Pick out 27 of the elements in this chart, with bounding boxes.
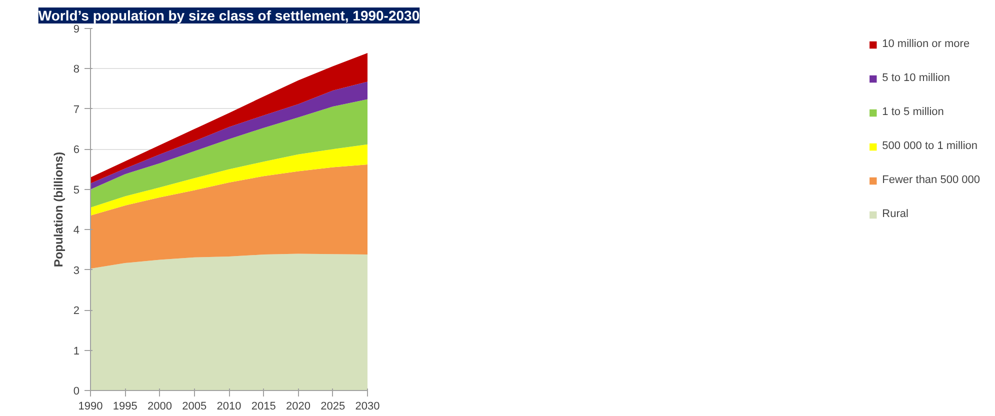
y-axis-title: Population (billions) — [51, 152, 66, 268]
y-tick-label: 2 — [73, 305, 80, 318]
y-tick-label: 7 — [73, 104, 80, 116]
x-tick-label: 2020 — [286, 400, 310, 412]
x-tick-label: 2000 — [148, 400, 172, 412]
x-tick-label: 2030 — [355, 400, 380, 412]
legend-label: 1 to 5 million — [882, 106, 944, 118]
chart-title: World’s population by size class of settlement, 1990-2030 — [38, 8, 420, 24]
legend-label: 500 000 to 1 million — [882, 140, 978, 152]
x-tick-label: 2005 — [182, 400, 207, 412]
x-tick-label: 1995 — [112, 400, 138, 412]
legend-label: 10 million or more — [882, 38, 970, 50]
x-tick-label: 2015 — [251, 400, 276, 412]
y-tick-label: 5 — [73, 184, 80, 196]
y-tick-label: 0 — [73, 386, 80, 398]
y-tick-label: 4 — [73, 224, 80, 237]
x-tick-label: 2010 — [216, 400, 242, 412]
y-tick-label: 1 — [73, 345, 80, 358]
x-tick-label: 1990 — [78, 400, 103, 412]
y-tick-label: 9 — [73, 24, 80, 36]
legend-label: 5 to 10 million — [882, 72, 950, 84]
y-tick-label: 6 — [73, 144, 80, 156]
legend-label: Fewer than 500 000 — [882, 174, 980, 186]
x-tick-label: 2025 — [320, 400, 346, 412]
legend-label: Rural — [882, 208, 908, 220]
y-tick-label: 8 — [73, 64, 80, 76]
y-tick-label: 3 — [73, 264, 80, 277]
